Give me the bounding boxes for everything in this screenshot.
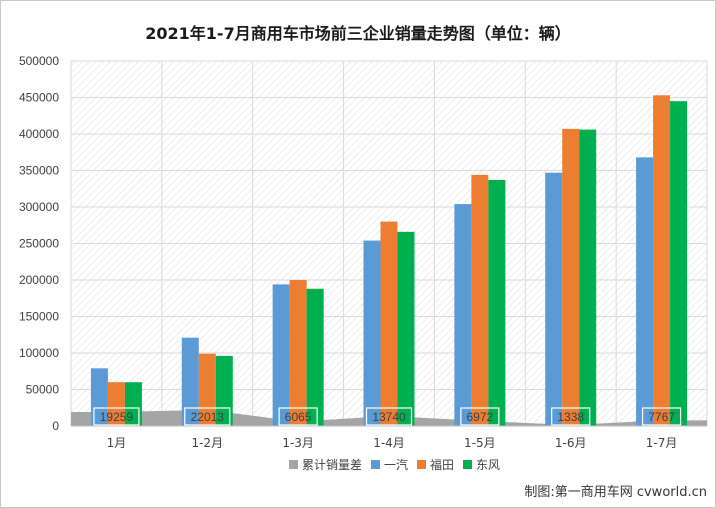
data-label: 7767 — [648, 410, 675, 424]
y-tick-label: 400000 — [19, 127, 59, 141]
y-tick-label: 450000 — [19, 91, 59, 105]
y-tick-label: 200000 — [19, 273, 59, 287]
x-tick-label: 1-5月 — [464, 436, 496, 450]
legend-label: 一汽 — [384, 457, 408, 472]
y-tick-label: 350000 — [19, 164, 59, 178]
data-label: 1338 — [557, 410, 584, 424]
y-tick-label: 250000 — [19, 237, 59, 251]
data-label: 22013 — [191, 410, 225, 424]
bar-福田 — [380, 221, 398, 426]
legend-swatch — [289, 460, 298, 469]
legend-label: 累计销量差 — [302, 458, 362, 472]
y-axis: 0 50000 100000 150000 200000 250000 300000 3500… — [19, 54, 59, 433]
x-axis: 1月 1-2月 1-3月 1-4月 1-5月 1-6月 1-7月 — [71, 425, 707, 450]
data-label-box — [365, 407, 413, 426]
data-label-box — [184, 407, 231, 426]
bar-福田 — [562, 128, 580, 426]
bar-东风 — [306, 288, 324, 426]
bar-福田 — [471, 174, 489, 426]
bar-东风 — [397, 231, 415, 426]
bar-一汽 — [90, 368, 108, 426]
x-tick-label: 1-2月 — [191, 436, 223, 450]
y-tick-label: 500000 — [19, 54, 59, 68]
data-label-box — [641, 407, 682, 426]
x-tick-label: 1月 — [107, 436, 127, 450]
y-tick-label: 100000 — [19, 346, 59, 360]
y-tick-label: 150000 — [19, 310, 59, 324]
gridlines — [70, 60, 708, 427]
bar-福田 — [289, 280, 307, 426]
bar-一汽 — [454, 204, 472, 426]
x-tick-label: 1-7月 — [646, 436, 678, 450]
y-tick-label: 0 — [52, 419, 59, 433]
bar-一汽 — [363, 240, 381, 426]
bar-一汽 — [636, 157, 654, 427]
data-labels: 19259 22013 6065 13740 6972 1338 7767 — [93, 407, 682, 426]
bar-福田 — [107, 382, 125, 426]
data-label: 19259 — [100, 410, 134, 424]
bar-一汽 — [545, 172, 563, 426]
bar-东风 — [488, 179, 506, 426]
bar-东风 — [124, 382, 142, 426]
bar-福田 — [653, 95, 671, 426]
legend: 累计销量差 一汽 福田 东风 — [289, 457, 500, 472]
data-label: 13740 — [372, 410, 406, 424]
data-label: 6065 — [285, 410, 312, 424]
bar-一汽 — [181, 337, 199, 426]
bar-一汽 — [272, 284, 290, 426]
data-label-box — [460, 407, 500, 426]
data-label: 6972 — [467, 410, 494, 424]
y-tick-label: 50000 — [26, 383, 60, 397]
data-label-box — [551, 407, 591, 426]
legend-swatch — [463, 460, 472, 469]
legend-swatch — [371, 460, 380, 469]
data-label-box — [93, 407, 140, 426]
data-label-box — [278, 407, 318, 426]
legend-swatch — [417, 460, 426, 469]
bar-东风 — [579, 129, 597, 426]
legend-label: 福田 — [430, 457, 454, 472]
x-tick-label: 1-4月 — [373, 436, 405, 450]
x-tick-label: 1-3月 — [282, 436, 314, 450]
x-tick-label: 1-6月 — [555, 436, 587, 450]
bar-东风 — [670, 101, 688, 427]
credit-text: 制图:第一商用车网 cvworld.cn — [524, 484, 707, 500]
legend-label: 东风 — [476, 458, 500, 472]
y-tick-label: 300000 — [19, 200, 59, 214]
chart-title: 2021年1-7月商用车市场前三企业销量走势图（单位：辆） — [145, 24, 570, 43]
